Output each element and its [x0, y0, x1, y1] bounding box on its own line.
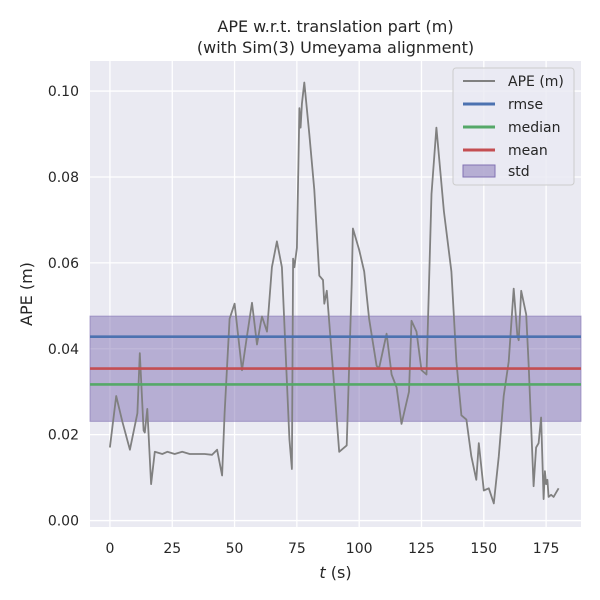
- x-tick-label: 75: [288, 541, 306, 557]
- y-tick-label: 0.10: [48, 84, 79, 100]
- y-axis-label: APE (m): [17, 262, 36, 326]
- x-tick-label: 175: [533, 541, 560, 557]
- legend-rmse-label: rmse: [508, 97, 543, 113]
- legend: APE (m) rmse median mean std: [452, 67, 575, 186]
- legend-median-label: median: [508, 120, 560, 136]
- y-tick-label: 0.08: [48, 170, 79, 186]
- x-tick-label: 50: [226, 541, 244, 557]
- x-tick-label: 100: [346, 541, 373, 557]
- chart-title-line-2: (with Sim(3) Umeyama alignment): [197, 38, 474, 57]
- legend-mean-label: mean: [508, 143, 548, 159]
- x-axis-unit: (s): [326, 563, 352, 582]
- y-tick-label: 0.00: [48, 514, 79, 530]
- legend-std-label: std: [508, 164, 530, 180]
- stat-lines-layer: [90, 335, 581, 386]
- x-tick-label: 150: [470, 541, 497, 557]
- chart-title-line-1: APE w.r.t. translation part (m): [217, 17, 453, 36]
- y-tick-label: 0.02: [48, 428, 79, 444]
- x-tick-label: 0: [105, 541, 114, 557]
- y-tick-label: 0.06: [48, 256, 79, 272]
- tick-labels: 0 25 50 75 100 125 150 175 0.00 0.02 0.04 0.06 0.08 0…: [48, 84, 560, 557]
- legend-std-swatch: [462, 164, 496, 178]
- x-axis-variable: t: [319, 563, 326, 582]
- x-axis-label: t (s): [319, 563, 351, 582]
- y-tick-label: 0.04: [48, 342, 79, 358]
- x-tick-label: 125: [408, 541, 435, 557]
- x-tick-label: 25: [163, 541, 181, 557]
- legend-box: [452, 67, 575, 186]
- legend-ape-label: APE (m): [508, 74, 564, 90]
